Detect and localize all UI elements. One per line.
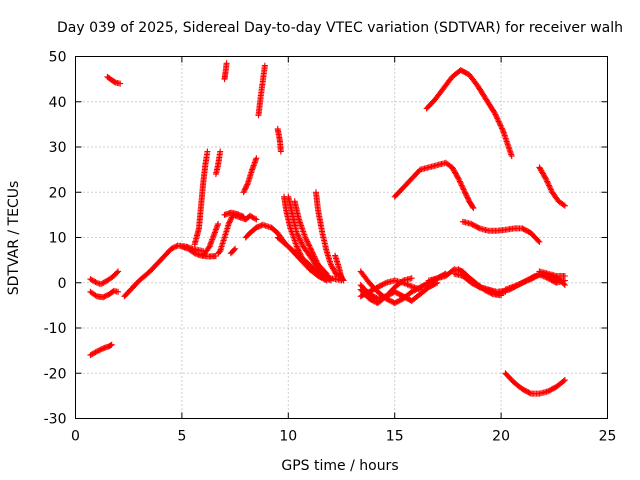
series-t4-markers — [104, 73, 124, 87]
plot-frame — [75, 56, 608, 419]
series-t13 — [215, 248, 224, 257]
y-tick-label: -30 — [44, 412, 67, 428]
y-tick-label: 50 — [49, 50, 67, 66]
y-tick-label: 0 — [58, 276, 67, 292]
series-t1-markers — [87, 341, 115, 359]
x-tick-label: 25 — [599, 429, 617, 445]
series-t39-markers — [502, 370, 568, 397]
series-t1 — [87, 341, 115, 359]
series-t35-markers — [536, 268, 568, 279]
series-t10-markers — [221, 60, 230, 83]
series-t15-markers — [240, 155, 260, 196]
series-t3 — [87, 287, 122, 301]
series-t36-markers — [391, 159, 477, 212]
series-t17 — [255, 62, 268, 119]
series-t22 — [313, 189, 341, 279]
series-t34-markers — [502, 271, 568, 293]
series-t29-markers — [357, 275, 415, 307]
series-t37 — [423, 67, 515, 160]
series-t12 — [221, 209, 247, 220]
series-t32-markers — [455, 266, 505, 299]
chart-title: Day 039 of 2025, Sidereal Day-to-day VTE… — [57, 20, 623, 36]
series-t23 — [274, 234, 345, 284]
series-t40 — [536, 164, 568, 209]
series-t40-markers — [536, 164, 568, 209]
series-t23-markers — [274, 234, 345, 284]
series-t25 — [336, 270, 347, 284]
x-tick-label: 10 — [279, 429, 297, 445]
series-t22-markers — [313, 189, 341, 279]
y-tick-label: 30 — [49, 140, 67, 156]
series-t7-markers — [191, 148, 211, 248]
series-t13-markers — [215, 248, 224, 257]
x-tick-label: 20 — [492, 429, 510, 445]
series-t35 — [536, 268, 568, 279]
series-t14-markers — [227, 245, 239, 257]
y-tick-label: 40 — [49, 95, 67, 111]
series-t3-markers — [87, 287, 122, 301]
data-points — [87, 60, 568, 397]
series-t17-markers — [255, 62, 268, 119]
series-t38 — [459, 218, 543, 245]
series-t18 — [274, 125, 284, 155]
series-t18-markers — [274, 125, 284, 155]
x-axis-label: GPS time / hours — [281, 458, 398, 474]
y-tick-label: 10 — [49, 231, 67, 247]
grid-lines — [75, 56, 608, 419]
series-t8 — [200, 220, 222, 259]
series-t4 — [104, 73, 124, 87]
x-tick-label: 0 — [71, 429, 80, 445]
series-t9-markers — [212, 148, 224, 178]
series-t21-markers — [291, 198, 330, 277]
series-t37-markers — [423, 67, 515, 160]
series-t21 — [291, 198, 330, 277]
series-t7 — [191, 148, 211, 248]
series-t9 — [212, 148, 224, 178]
series-t39 — [502, 370, 568, 397]
y-tick-label: 20 — [49, 185, 67, 201]
series-t15 — [240, 155, 260, 196]
y-tick-label: -20 — [44, 366, 67, 382]
y-axis-label: SDTVAR / TECUs — [6, 181, 22, 296]
series-t12-markers — [221, 209, 247, 220]
series-t25-markers — [336, 270, 347, 284]
x-tick-label: 5 — [177, 429, 186, 445]
series-t10 — [221, 60, 230, 83]
axis-ticks: 0 5 10 15 20 25 -30 -20 -10 0 10 20 30 40 50 — [44, 50, 617, 445]
series-t2-markers — [87, 268, 122, 288]
series-t2 — [87, 268, 122, 288]
y-tick-label: -10 — [44, 321, 67, 337]
x-tick-label: 15 — [386, 429, 404, 445]
series-t8-markers — [200, 220, 222, 259]
series-t14 — [227, 245, 239, 257]
series-t29 — [357, 275, 415, 307]
series-t38-markers — [459, 218, 543, 245]
series-t36 — [391, 159, 477, 212]
series-t34 — [502, 271, 568, 293]
series-t32 — [455, 266, 505, 299]
